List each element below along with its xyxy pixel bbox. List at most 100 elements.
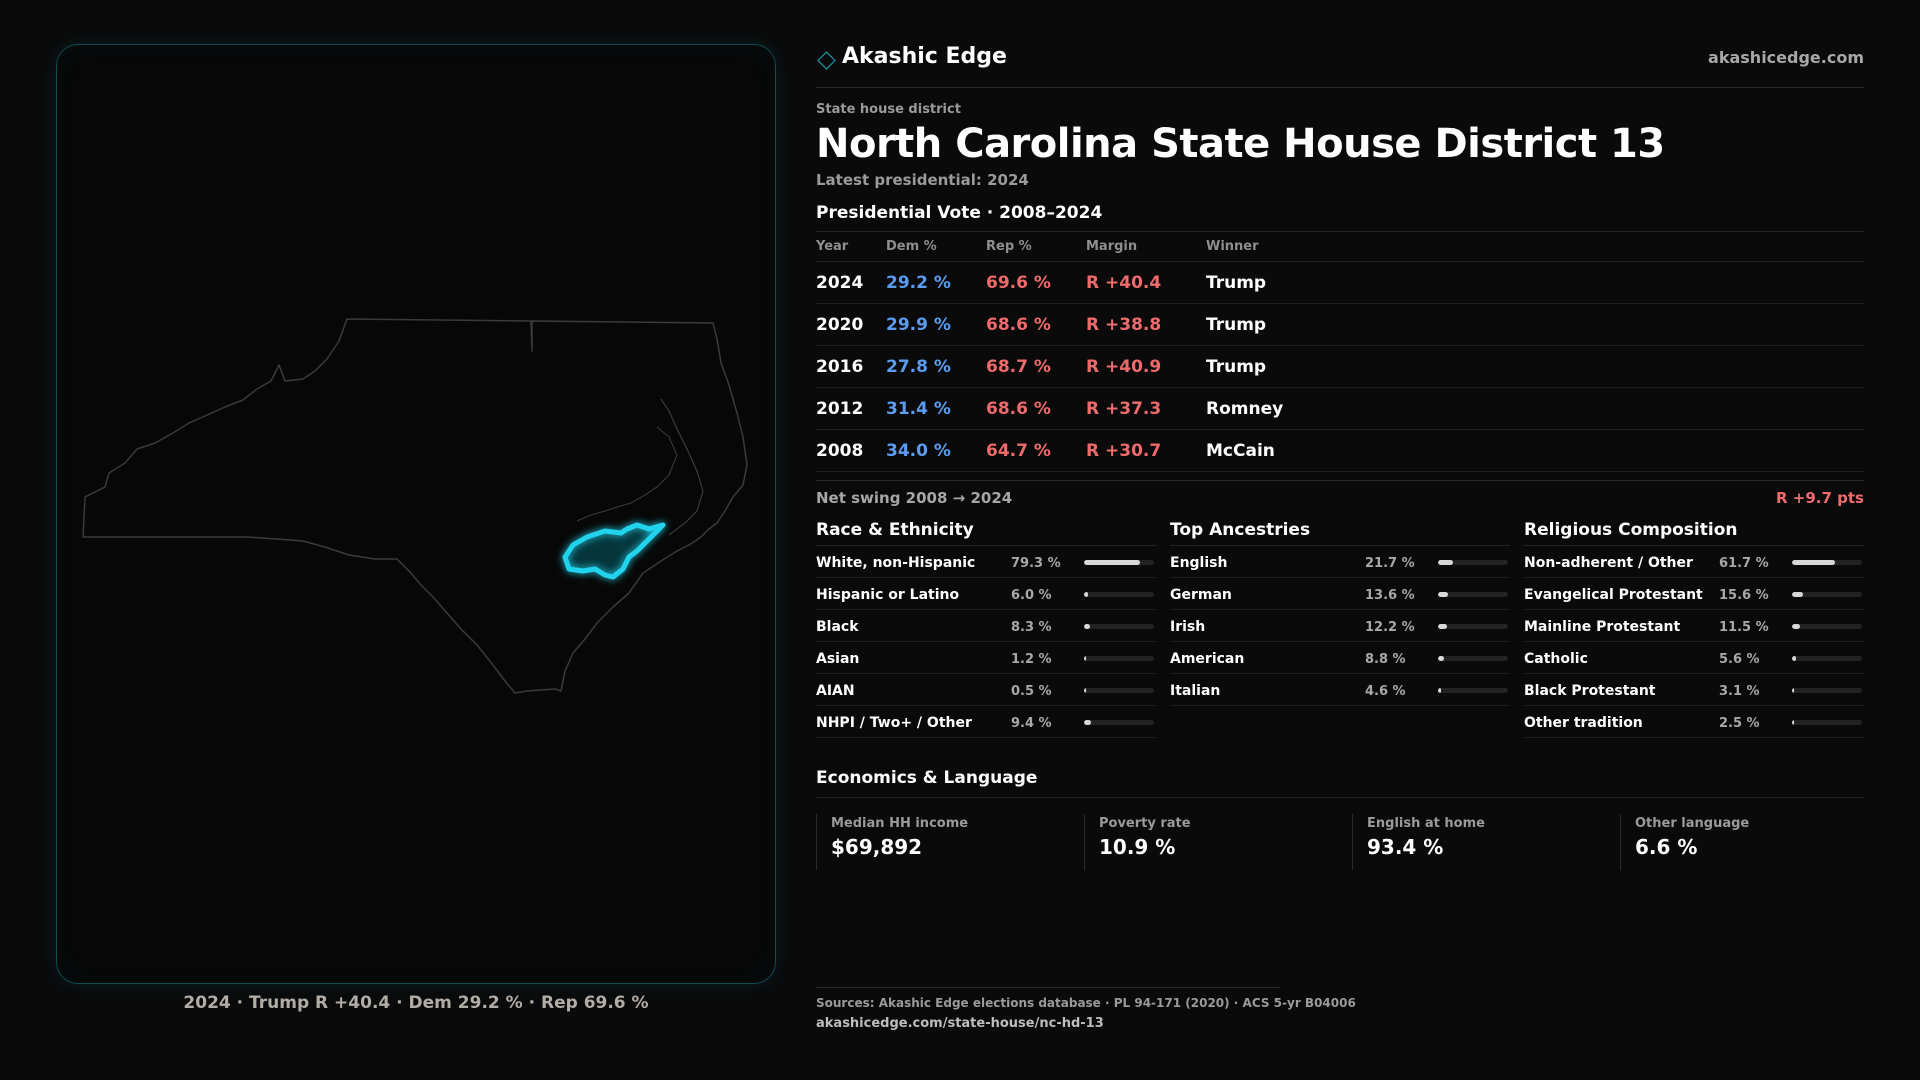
share-bar-fill <box>1792 592 1803 597</box>
list-item: American 8.8 % <box>1170 642 1510 674</box>
cell-year: 2024 <box>816 261 886 304</box>
list-item: AIAN 0.5 % <box>816 674 1156 706</box>
cell-margin: R +30.7 <box>1086 429 1206 472</box>
cell-dem: 29.9 % <box>886 303 986 346</box>
presidential-vote-title: Presidential Vote · 2008–2024 <box>816 203 1103 223</box>
sources-url-link[interactable]: akashicedge.com/state-house/nc-hd-13 <box>816 1016 1104 1031</box>
cell-year: 2012 <box>816 387 886 430</box>
item-value: 61.7 % <box>1719 556 1769 571</box>
header-rep: Rep % <box>986 231 1086 262</box>
economics-title: Economics & Language <box>816 768 1864 798</box>
econ-label: Poverty rate <box>1099 816 1191 831</box>
map-panel[interactable] <box>56 44 776 984</box>
cell-margin: R +37.3 <box>1086 387 1206 430</box>
religion-title: Religious Composition <box>1524 520 1864 546</box>
item-label: Non-adherent / Other <box>1524 555 1693 571</box>
cell-rep: 69.6 % <box>986 261 1086 304</box>
cell-dem: 29.2 % <box>886 261 986 304</box>
cell-winner: McCain <box>1206 429 1864 472</box>
list-item: Asian 1.2 % <box>816 642 1156 674</box>
table-header-row: Year Dem % Rep % Margin Winner <box>816 231 1864 262</box>
item-label: English <box>1170 555 1228 571</box>
cell-winner: Trump <box>1206 345 1864 388</box>
list-item: German 13.6 % <box>1170 578 1510 610</box>
cell-rep: 68.7 % <box>986 345 1086 388</box>
item-value: 79.3 % <box>1011 556 1061 571</box>
cell-rep: 68.6 % <box>986 303 1086 346</box>
econ-value: $69,892 <box>831 835 923 859</box>
item-label: American <box>1170 651 1245 667</box>
presidential-vote-table: Year Dem % Rep % Margin Winner 2024 29.2… <box>816 231 1864 472</box>
header-winner: Winner <box>1206 231 1864 262</box>
table-row: 2020 29.9 % 68.6 % R +38.8 Trump <box>816 303 1864 346</box>
race-ethnicity-title: Race & Ethnicity <box>816 520 1156 546</box>
brand-header: Akashic Edge akashicedge.com <box>816 44 1864 88</box>
econ-label: Other language <box>1635 816 1750 831</box>
item-label: Other tradition <box>1524 715 1643 731</box>
sources-line: Sources: Akashic Edge elections database… <box>816 996 1356 1010</box>
item-value: 11.5 % <box>1719 620 1769 635</box>
brand-name[interactable]: Akashic Edge <box>842 44 1007 69</box>
share-bar <box>1084 592 1154 597</box>
econ-other-language: Other language 6.6 % <box>1620 814 1870 870</box>
share-bar <box>1084 688 1154 693</box>
economics-grid: Median HH income $69,892 Poverty rate 10… <box>816 814 1864 874</box>
list-item: Black Protestant 3.1 % <box>1524 674 1864 706</box>
share-bar <box>1792 656 1862 661</box>
religion-section: Religious Composition Non-adherent / Oth… <box>1524 520 1864 738</box>
item-label: Irish <box>1170 619 1206 635</box>
item-value: 5.6 % <box>1719 652 1760 667</box>
share-bar-fill <box>1792 560 1836 565</box>
econ-value: 93.4 % <box>1367 835 1444 859</box>
map-caption: 2024 · Trump R +40.4 · Dem 29.2 % · Rep … <box>183 993 649 1013</box>
sound-inlets <box>576 426 678 522</box>
share-bar-fill <box>1084 656 1086 661</box>
share-bar-fill <box>1792 720 1794 725</box>
share-bar-fill <box>1438 592 1448 597</box>
cell-margin: R +40.9 <box>1086 345 1206 388</box>
header-margin: Margin <box>1086 231 1206 262</box>
cell-margin: R +38.8 <box>1086 303 1206 346</box>
item-label: Black Protestant <box>1524 683 1656 699</box>
cell-year: 2020 <box>816 303 886 346</box>
item-label: Asian <box>816 651 860 667</box>
econ-label: English at home <box>1367 816 1485 831</box>
cell-dem: 31.4 % <box>886 387 986 430</box>
share-bar-fill <box>1084 560 1140 565</box>
table-row: 2012 31.4 % 68.6 % R +37.3 Romney <box>816 387 1864 430</box>
cell-rep: 68.6 % <box>986 387 1086 430</box>
item-value: 15.6 % <box>1719 588 1769 603</box>
share-bar-fill <box>1438 688 1442 693</box>
table-row: 2024 29.2 % 69.6 % R +40.4 Trump <box>816 261 1864 304</box>
item-value: 4.6 % <box>1365 684 1406 699</box>
ancestry-section: Top Ancestries English 21.7 % German 13.6 %… <box>1170 520 1510 706</box>
share-bar <box>1438 560 1508 565</box>
share-bar-fill <box>1792 688 1795 693</box>
district-map[interactable] <box>57 45 776 984</box>
share-bar <box>1084 656 1154 661</box>
cell-rep: 64.7 % <box>986 429 1086 472</box>
item-value: 6.0 % <box>1011 588 1052 603</box>
share-bar <box>1792 688 1862 693</box>
share-bar-fill <box>1438 624 1447 629</box>
share-bar-fill <box>1084 720 1091 725</box>
list-item: Catholic 5.6 % <box>1524 642 1864 674</box>
share-bar <box>1792 624 1862 629</box>
cell-winner: Trump <box>1206 303 1864 346</box>
share-bar <box>1438 656 1508 661</box>
brand-diamond-icon <box>817 51 836 70</box>
econ-median-income: Median HH income $69,892 <box>816 814 1066 870</box>
brand-url-link[interactable]: akashicedge.com <box>1708 48 1864 67</box>
outer-banks <box>660 398 704 536</box>
share-bar-fill <box>1438 560 1454 565</box>
cell-winner: Romney <box>1206 387 1864 430</box>
share-bar <box>1438 624 1508 629</box>
share-bar <box>1438 688 1508 693</box>
cell-margin: R +40.4 <box>1086 261 1206 304</box>
share-bar-fill <box>1438 656 1445 661</box>
econ-label: Median HH income <box>831 816 969 831</box>
list-item: NHPI / Two+ / Other 9.4 % <box>816 706 1156 738</box>
share-bar-fill <box>1084 592 1089 597</box>
share-bar <box>1084 624 1154 629</box>
net-swing-row: Net swing 2008 → 2024 R +9.7 pts <box>816 480 1864 507</box>
